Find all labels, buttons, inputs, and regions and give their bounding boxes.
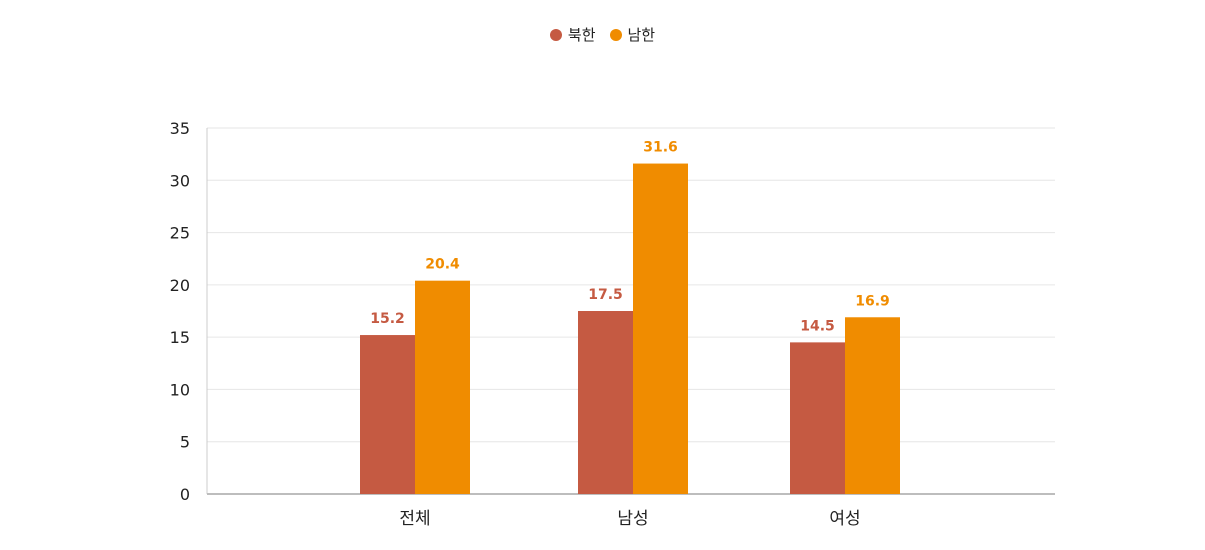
y-tick-label: 0 — [180, 485, 190, 504]
legend-swatch-south — [609, 28, 622, 41]
legend-swatch-north — [549, 28, 562, 41]
y-tick-label: 35 — [170, 119, 190, 138]
bar — [633, 163, 688, 494]
legend-label-south: 남한 — [627, 26, 656, 44]
legend-item-north[interactable]: 북한 — [549, 24, 596, 45]
x-tick-label: 남성 — [617, 509, 648, 529]
y-tick-label: 20 — [170, 276, 190, 295]
y-tick-label: 25 — [170, 224, 190, 243]
data-label: 14.5 — [800, 318, 835, 334]
data-label: 31.6 — [643, 140, 678, 156]
bar — [578, 311, 633, 494]
legend: 북한 남한 — [0, 24, 1205, 45]
y-tick-label: 30 — [170, 171, 190, 190]
x-tick-label: 여성 — [829, 509, 860, 529]
y-tick-label: 10 — [170, 380, 190, 399]
data-label: 16.9 — [855, 293, 890, 309]
bar — [845, 317, 900, 494]
data-label: 15.2 — [370, 311, 405, 327]
data-label: 20.4 — [425, 257, 460, 273]
data-label: 17.5 — [588, 287, 623, 303]
y-tick-label: 5 — [180, 433, 190, 452]
bar — [790, 342, 845, 494]
legend-label-north: 북한 — [567, 26, 596, 44]
bar — [415, 280, 470, 494]
bar — [360, 335, 415, 494]
x-tick-label: 전체 — [399, 509, 430, 529]
legend-item-south[interactable]: 남한 — [609, 24, 656, 45]
y-tick-label: 15 — [170, 328, 190, 347]
